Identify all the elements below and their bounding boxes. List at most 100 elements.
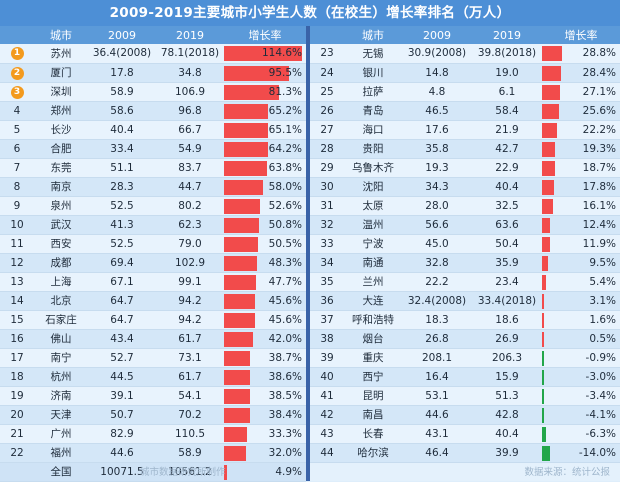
growth-rate-label: 42.0% bbox=[268, 332, 302, 345]
table-row: 12 成都 69.4 102.9 48.3% bbox=[0, 253, 306, 273]
rank-cell: 27 bbox=[310, 120, 344, 140]
growth-rate-bar bbox=[542, 445, 551, 461]
table-row: 20 天津 50.7 70.2 38.4% bbox=[0, 405, 306, 425]
growth-rate-cell: 22.2% bbox=[542, 120, 620, 140]
growth-rate-cell: 32.0% bbox=[224, 443, 306, 463]
growth-rate-bar bbox=[224, 255, 257, 271]
value-2009-cell: 51.1 bbox=[88, 158, 156, 178]
rank-cell: 28 bbox=[310, 139, 344, 159]
value-2009-cell: 53.1 bbox=[402, 386, 472, 406]
value-2009-cell: 14.8 bbox=[402, 63, 472, 83]
watermark-left: 城市数据研究所制作 bbox=[140, 467, 226, 478]
table-row: 31 太原 28.0 32.5 16.1% bbox=[310, 196, 620, 216]
growth-rate-label: 18.7% bbox=[582, 161, 616, 174]
value-2009-cell: 40.4 bbox=[88, 120, 156, 140]
table-row: 23 无锡 30.9(2008) 39.8(2018) 28.8% bbox=[310, 44, 620, 64]
value-2019-cell: 26.9 bbox=[472, 329, 542, 349]
city-cell: 广州 bbox=[34, 424, 88, 444]
growth-rate-label: -14.0% bbox=[578, 446, 616, 459]
city-cell: 青岛 bbox=[344, 101, 402, 121]
table-row: 16 佛山 43.4 61.7 42.0% bbox=[0, 329, 306, 349]
city-cell: 呼和浩特 bbox=[344, 310, 402, 330]
value-2009-cell: 33.4 bbox=[88, 139, 156, 159]
growth-rate-bar bbox=[224, 141, 268, 157]
city-cell: 沈阳 bbox=[344, 177, 402, 197]
growth-rate-label: 27.1% bbox=[582, 85, 616, 98]
city-cell: 佛山 bbox=[34, 329, 88, 349]
header-2019: 2019 bbox=[472, 26, 542, 44]
growth-rate-bar bbox=[224, 103, 269, 119]
growth-rate-cell: 17.8% bbox=[542, 177, 620, 197]
city-cell: 武汉 bbox=[34, 215, 88, 235]
growth-rate-label: 9.5% bbox=[589, 256, 616, 269]
growth-rate-bar bbox=[224, 198, 260, 214]
city-cell: 哈尔滨 bbox=[344, 443, 402, 463]
value-2009-cell: 46.5 bbox=[402, 101, 472, 121]
growth-rate-label: 19.3% bbox=[582, 142, 616, 155]
growth-rate-cell: 25.6% bbox=[542, 101, 620, 121]
city-cell: 烟台 bbox=[344, 329, 402, 349]
growth-rate-label: 81.3% bbox=[268, 85, 302, 98]
value-2019-cell: 22.9 bbox=[472, 158, 542, 178]
city-cell: 太原 bbox=[344, 196, 402, 216]
value-2009-cell: 22.2 bbox=[402, 272, 472, 292]
value-2009-cell: 30.9(2008) bbox=[402, 44, 472, 64]
value-2019-cell: 78.1(2018) bbox=[156, 44, 224, 64]
city-cell: 合肥 bbox=[34, 139, 88, 159]
value-2019-cell: 34.8 bbox=[156, 63, 224, 83]
value-2009-cell: 41.3 bbox=[88, 215, 156, 235]
table-row: 32 温州 56.6 63.6 12.4% bbox=[310, 215, 620, 235]
table-row: 39 重庆 208.1 206.3 -0.9% bbox=[310, 348, 620, 368]
city-cell: 东莞 bbox=[34, 158, 88, 178]
rank-cell: 13 bbox=[0, 272, 34, 292]
growth-rate-cell: 0.5% bbox=[542, 329, 620, 349]
header-growth-rate: 增长率 bbox=[542, 26, 620, 44]
growth-rate-label: 3.1% bbox=[589, 294, 616, 307]
rank-cell: 35 bbox=[310, 272, 344, 292]
city-cell: 石家庄 bbox=[34, 310, 88, 330]
total-row: 全国 10071.5 10561.2 4.9% bbox=[0, 462, 306, 482]
growth-rate-bar bbox=[542, 274, 546, 290]
growth-rate-label: 63.8% bbox=[268, 161, 302, 174]
rank-cell: 14 bbox=[0, 291, 34, 311]
growth-rate-label: 48.3% bbox=[268, 256, 302, 269]
rank-cell: 30 bbox=[310, 177, 344, 197]
rank-cell: 38 bbox=[310, 329, 344, 349]
value-2009-cell: 52.7 bbox=[88, 348, 156, 368]
growth-rate-bar bbox=[542, 331, 544, 347]
growth-rate-label: 38.7% bbox=[268, 351, 302, 364]
table-row: 1 苏州 36.4(2008) 78.1(2018) 114.6% bbox=[0, 44, 306, 64]
rank-cell: 17 bbox=[0, 348, 34, 368]
header-rank bbox=[0, 26, 34, 44]
city-cell: 天津 bbox=[34, 405, 88, 425]
growth-rate-bar bbox=[542, 179, 555, 195]
city-cell: 南京 bbox=[34, 177, 88, 197]
table-row: 14 北京 64.7 94.2 45.6% bbox=[0, 291, 306, 311]
value-2019-cell: 110.5 bbox=[156, 424, 224, 444]
rank-cell: 10 bbox=[0, 215, 34, 235]
value-2019-cell: 32.5 bbox=[472, 196, 542, 216]
table-row: 8 南京 28.3 44.7 58.0% bbox=[0, 177, 306, 197]
rank-cell: 34 bbox=[310, 253, 344, 273]
growth-rate-bar bbox=[542, 160, 555, 176]
rank-cell: 12 bbox=[0, 253, 34, 273]
city-cell: 兰州 bbox=[344, 272, 402, 292]
growth-rate-bar bbox=[542, 369, 544, 385]
table-row: 33 宁波 45.0 50.4 11.9% bbox=[310, 234, 620, 254]
rank-cell: 29 bbox=[310, 158, 344, 178]
value-2009-cell: 43.1 bbox=[402, 424, 472, 444]
city-cell: 长春 bbox=[344, 424, 402, 444]
value-2019-cell: 40.4 bbox=[472, 177, 542, 197]
city-cell: 西安 bbox=[34, 234, 88, 254]
growth-rate-cell: 16.1% bbox=[542, 196, 620, 216]
value-2009-cell: 52.5 bbox=[88, 234, 156, 254]
growth-rate-label: 28.8% bbox=[582, 47, 616, 60]
left-panel: 城市 2009 2019 增长率 1 苏州 36.4(2008) 78.1(2018)… bbox=[0, 26, 306, 482]
city-cell: 济南 bbox=[34, 386, 88, 406]
city-cell: 厦门 bbox=[34, 63, 88, 83]
growth-rate-cell: -6.3% bbox=[542, 424, 620, 444]
value-2019-cell: 18.6 bbox=[472, 310, 542, 330]
rank-cell: 6 bbox=[0, 139, 34, 159]
rank-medal-icon: 2 bbox=[10, 66, 24, 80]
table-row: 3 深圳 58.9 106.9 81.3% bbox=[0, 82, 306, 102]
